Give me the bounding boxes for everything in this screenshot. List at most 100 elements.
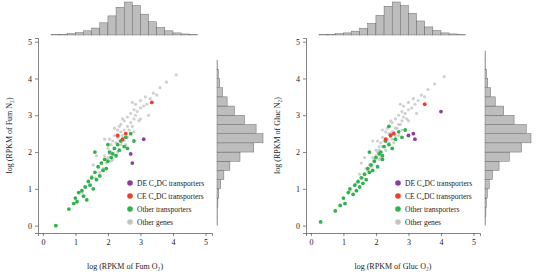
tick: 3 [139,233,143,247]
point [77,191,81,195]
series [319,124,407,223]
point [129,132,133,136]
point [119,130,122,133]
point [376,139,379,142]
histogram-bar [449,34,457,35]
histogram-bar [217,134,263,143]
histogram-bar [217,180,221,189]
point [368,150,372,154]
legend-label: DE C₄DC transporters [137,179,204,188]
axis-line [303,39,307,234]
tick-mark [35,78,38,79]
point [369,163,373,167]
top-histogram [51,2,197,35]
point [346,191,350,195]
point [420,93,423,96]
histogram-bar [485,207,487,216]
point [376,165,380,169]
point [319,220,323,224]
point [353,183,357,187]
tick-label: 5 [296,38,300,47]
histogram-bar [51,34,59,35]
tick: 4 [296,75,306,84]
point [110,143,113,146]
tick-label: 2 [106,238,110,247]
histogram-bar [140,14,148,35]
right-histogram [217,60,263,226]
point [74,196,78,200]
histogram-bar [384,6,392,35]
points [319,75,446,224]
point [139,106,142,109]
point [413,137,417,141]
histogram-bar [217,97,227,106]
series [348,75,446,192]
histogram-bar [84,31,92,35]
point [93,150,97,154]
point [82,194,86,198]
tick-mark [303,152,306,153]
point [402,116,405,119]
histogram-bar [485,78,488,87]
y-axis: 012345 [296,38,307,234]
point [158,86,161,89]
legend-label: CE C₄DC transporters [405,192,472,201]
point [145,103,148,106]
tick-mark [303,189,306,190]
point [101,169,105,173]
tick-mark [35,189,38,190]
point [106,156,109,159]
point [389,134,393,138]
legend-marker [395,193,401,199]
point [152,92,155,95]
point [126,116,129,119]
point [100,161,103,164]
tick-mark [303,78,306,79]
right-histogram [485,51,531,226]
point [175,73,178,76]
point [392,132,396,136]
point [144,95,147,98]
tick-mark [303,115,306,116]
point [351,192,355,196]
histogram-bar [457,34,465,35]
tick-label: 2 [28,148,32,157]
point [95,154,98,157]
tick: 5 [28,38,38,47]
tick-mark [376,233,377,236]
point [381,136,384,139]
y-axis-label: log (RPKM of Fum N₂) [5,97,14,173]
point [72,202,76,206]
point [400,135,404,139]
point [142,137,146,141]
legend: DE C₄DC transportersCE C₄DC transporters… [395,179,472,227]
point [423,102,427,106]
histogram-bar [376,15,384,35]
histogram-bar [465,35,473,36]
point [364,178,368,182]
tick-label: 2 [374,238,378,247]
point [108,138,111,141]
axis-line [39,234,213,237]
point [67,207,71,211]
point [132,139,136,143]
histogram-bar [217,42,218,51]
legend-marker [127,206,133,212]
tick-label: 1 [74,238,78,247]
histogram-bar [485,115,514,124]
point [124,135,128,139]
point [343,202,347,206]
point [394,117,397,120]
point [360,161,363,164]
point [134,103,137,106]
point [412,97,415,100]
point [80,189,84,193]
x-axis: 012345 [39,233,213,247]
point [372,159,376,163]
tick-mark [35,226,38,227]
point [87,180,90,183]
tick: 3 [296,111,306,120]
point [108,150,112,154]
histogram-bar [485,143,522,152]
y-axis-label: log (RPKM of Gluc N₂) [273,97,282,174]
